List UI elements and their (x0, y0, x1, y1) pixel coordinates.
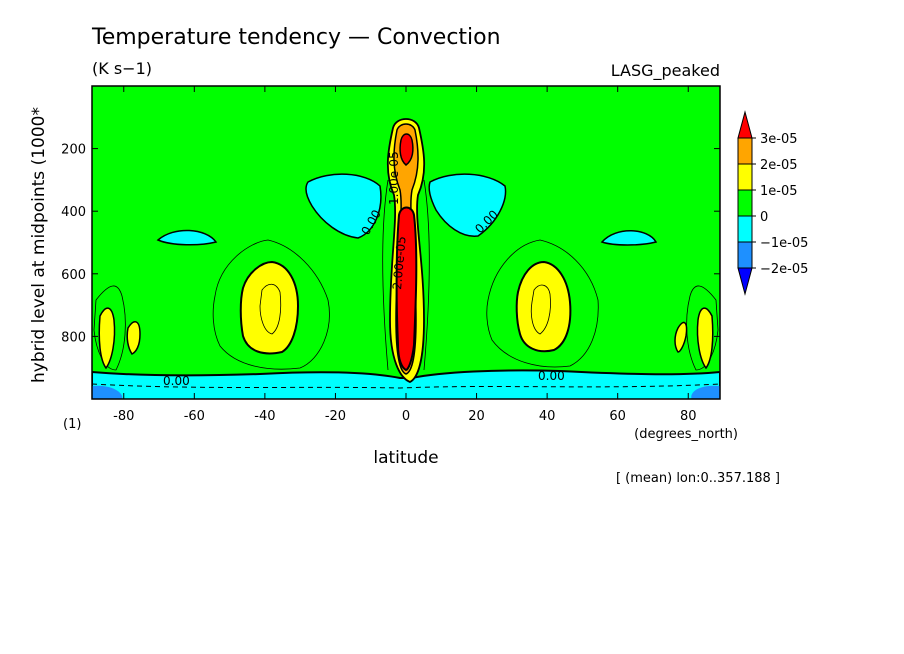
positive-cell-edge-left-1 (98, 307, 116, 370)
colorbar: 3e-05 2e-05 1e-05 0 −1e-05 −2e-05 (737, 110, 808, 296)
positive-cell-edge-right-2 (674, 321, 688, 353)
contour-plot (92, 86, 720, 399)
x-tick-label: -20 (325, 409, 346, 424)
plume-thin-contour-left (382, 179, 389, 371)
colorbar-swatch (737, 215, 753, 243)
x-units-label: (degrees_north) (634, 427, 738, 442)
y-tick-label: 800 (61, 330, 86, 345)
negative-lobe-left (305, 173, 382, 239)
colorbar-label: −2e-05 (760, 262, 808, 277)
x-tick-label: 0 (402, 409, 410, 424)
y-axis: 200 400 600 800 (61, 143, 720, 345)
positive-region-left (239, 260, 300, 355)
equatorial-plume-core-upper (399, 133, 414, 166)
thin-contour-right (486, 239, 599, 368)
y-units-label: (1) (63, 417, 81, 432)
positive-cell-edge-right-1 (696, 307, 714, 370)
x-tick-label: -80 (113, 409, 134, 424)
colorbar-top-arrow (737, 110, 753, 139)
inner-contour-left (259, 283, 282, 335)
equatorial-plume-core-lower (395, 206, 418, 372)
colorbar-bottom-arrow (737, 267, 753, 296)
negative-lobe-right (428, 173, 507, 237)
colorbar-label: −1e-05 (760, 236, 808, 251)
negative-lobe-far-left (156, 229, 218, 246)
colorbar-swatch (737, 137, 753, 165)
x-tick-label: 20 (468, 409, 485, 424)
x-tick-label: 60 (609, 409, 626, 424)
colorbar-label: 3e-05 (760, 132, 798, 147)
x-axis: -80 -60 -40 -20 0 20 40 60 80 (113, 86, 697, 424)
negative-lobe-far-right (600, 230, 658, 246)
positive-region-right (515, 260, 572, 353)
positive-cell-edge-left-2 (126, 321, 141, 355)
dataset-name: LASG_peaked (611, 61, 720, 81)
colorbar-label: 0 (760, 210, 768, 225)
thin-contour-left (212, 239, 330, 370)
surface-dashed-contour (92, 383, 720, 389)
y-tick-label: 200 (61, 143, 86, 158)
x-axis-title: latitude (373, 448, 438, 468)
contour-label: 0.00 (538, 369, 565, 383)
x-tick-label: -40 (254, 409, 275, 424)
plume-thin-contour-right (423, 179, 430, 371)
colorbar-swatch (737, 241, 753, 269)
x-tick-label: 80 (680, 409, 697, 424)
contour-label: 1.00e-05 (387, 151, 401, 205)
contour-label: 0.00 (163, 374, 190, 388)
colorbar-label: 1e-05 (760, 184, 798, 199)
colorbar-swatch (737, 163, 753, 191)
surface-deep-negative-left (92, 385, 123, 399)
colorbar-label: 2e-05 (760, 158, 798, 173)
chart-units: (K s−1) (92, 59, 152, 78)
colorbar-swatch (737, 189, 753, 217)
thin-contour-edge-right (686, 285, 719, 371)
x-tick-label: -60 (184, 409, 205, 424)
y-tick-label: 400 (61, 205, 86, 220)
y-tick-label: 600 (61, 268, 86, 283)
footnote: [ (mean) lon:0..357.188 ] (616, 471, 780, 486)
thin-contour-edge-left (93, 285, 126, 371)
contour-label: 2.00e-05 (390, 236, 409, 291)
surface-deep-negative-right (691, 385, 720, 399)
y-axis-title: hybrid level at midpoints (1000* (29, 107, 49, 383)
chart-title: Temperature tendency — Convection (91, 25, 501, 50)
x-tick-label: 40 (539, 409, 556, 424)
inner-contour-right (530, 284, 551, 335)
